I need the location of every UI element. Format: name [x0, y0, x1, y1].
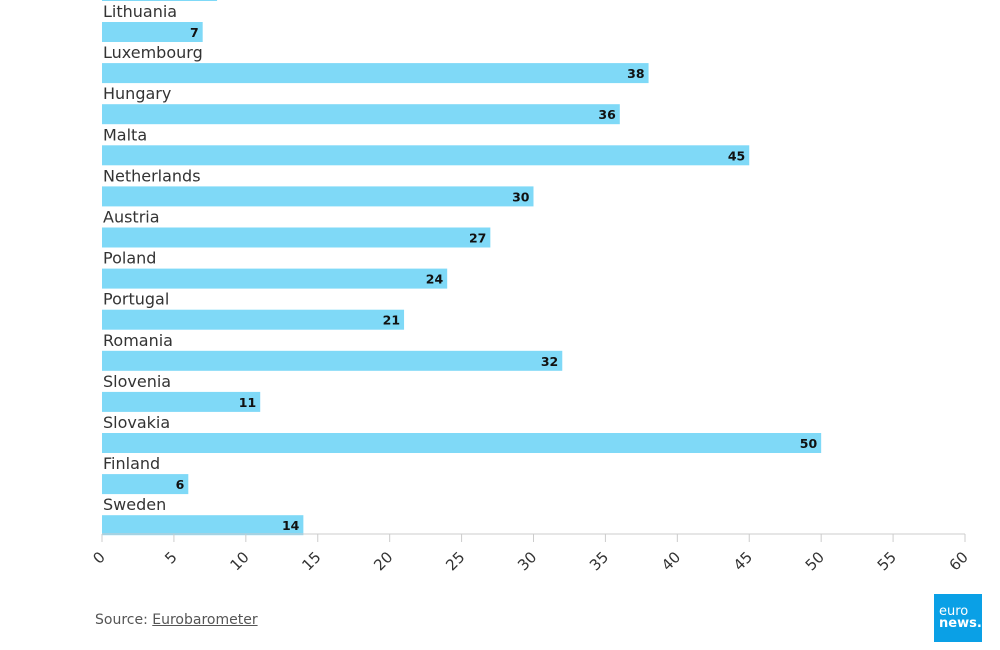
category-label-poland: Poland: [103, 249, 156, 268]
x-tick-label-50: 50: [802, 548, 828, 574]
category-label-portugal: Portugal: [103, 290, 169, 309]
category-label-austria: Austria: [103, 208, 160, 227]
category-label-slovakia: Slovakia: [103, 413, 170, 432]
value-label-netherlands: 30: [512, 189, 530, 204]
value-label-finland: 6: [176, 477, 185, 492]
category-label-malta: Malta: [103, 125, 147, 144]
bar-malta: [102, 145, 750, 166]
bar-poland: [102, 268, 448, 289]
x-tick-label-30: 30: [514, 548, 540, 574]
x-tick-label-55: 55: [874, 548, 900, 574]
logo-line-1: euro: [939, 604, 969, 619]
bar-chart: Lithuania 7 Luxembourg 38 Hungary 36 Malta 45 Ne…: [89, 0, 972, 574]
bar-luxembourg: [102, 63, 649, 84]
x-tick-label-0: 0: [89, 548, 108, 567]
bar-portugal: [102, 309, 405, 330]
x-tick-label-20: 20: [370, 548, 396, 574]
value-label-hungary: 36: [598, 107, 616, 122]
source-note: Source: Eurobarometer: [95, 612, 258, 628]
bar-sweden: [102, 515, 304, 536]
x-tick-label-60: 60: [946, 548, 972, 574]
value-label-sweden: 14: [282, 518, 300, 533]
x-tick-label-35: 35: [586, 548, 612, 574]
source-prefix: Source:: [95, 612, 153, 628]
value-label-austria: 27: [469, 231, 486, 246]
x-tick-label-45: 45: [730, 548, 756, 574]
value-label-lithuania: 7: [190, 25, 199, 40]
euronews-logo: euro news.: [934, 594, 982, 642]
bar-austria: [102, 227, 491, 248]
x-tick-label-5: 5: [161, 548, 180, 567]
bar-romania: [102, 350, 563, 371]
x-tick-label-15: 15: [298, 548, 324, 574]
category-label-slovenia: Slovenia: [103, 372, 171, 391]
value-label-luxembourg: 38: [627, 66, 644, 81]
value-label-portugal: 21: [383, 313, 400, 328]
bar-slovenia: [102, 391, 261, 412]
bar-hungary: [102, 104, 620, 125]
value-label-malta: 45: [728, 148, 745, 163]
bar-netherlands: [102, 186, 534, 207]
logo-line-2: news.: [939, 616, 982, 631]
bar-slovakia: [102, 433, 822, 453]
source-link[interactable]: Eurobarometer: [152, 612, 258, 628]
value-label-slovakia: 50: [800, 436, 818, 451]
bar-previous: [102, 0, 218, 1]
x-tick-label-40: 40: [658, 548, 684, 574]
value-label-slovenia: 11: [239, 395, 256, 410]
bar-lithuania: [102, 22, 203, 42]
x-tick-label-25: 25: [442, 548, 468, 574]
x-tick-label-10: 10: [226, 548, 252, 574]
category-label-sweden: Sweden: [103, 495, 166, 514]
value-label-poland: 24: [426, 272, 444, 287]
value-label-romania: 32: [541, 354, 558, 369]
category-label-lithuania: Lithuania: [103, 2, 177, 21]
category-label-finland: Finland: [103, 454, 160, 473]
category-label-luxembourg: Luxembourg: [103, 43, 203, 62]
category-label-hungary: Hungary: [103, 84, 171, 103]
category-label-romania: Romania: [103, 331, 173, 350]
bar-finland: [102, 474, 189, 495]
category-label-netherlands: Netherlands: [103, 166, 201, 185]
